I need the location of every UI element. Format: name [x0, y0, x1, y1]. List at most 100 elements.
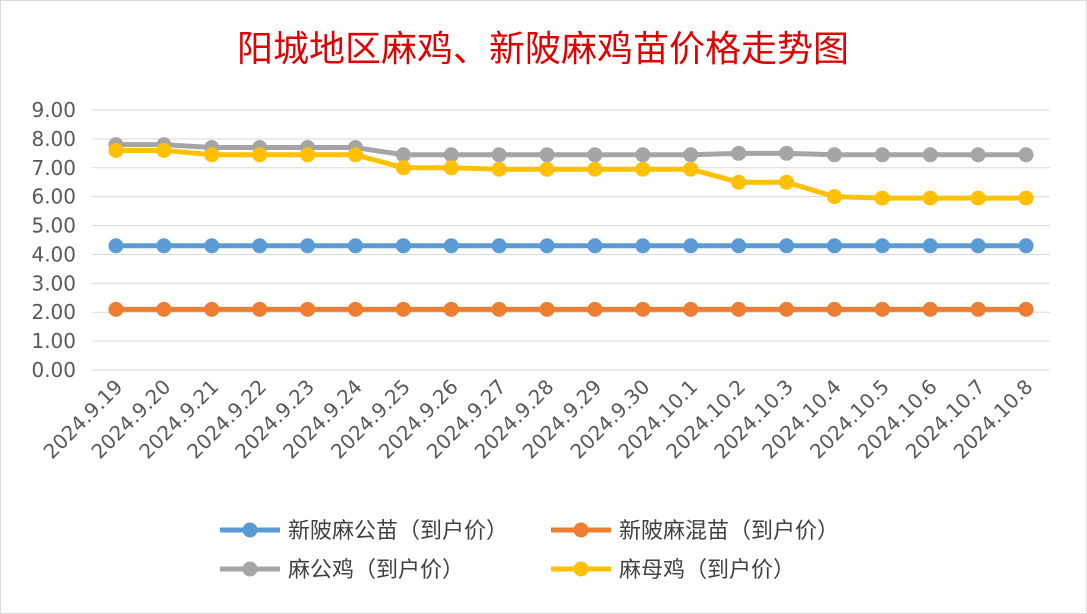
data-point: [779, 238, 795, 254]
data-point: [252, 301, 268, 317]
data-point: [347, 147, 363, 163]
data-point: [922, 301, 938, 317]
data-point: [587, 161, 603, 177]
data-point: [491, 301, 507, 317]
legend-swatch-marker: [573, 561, 589, 577]
chart-title: 阳城地区麻鸡、新陂麻鸡苗价格走势图: [237, 29, 849, 70]
data-point: [443, 160, 459, 176]
data-point: [683, 161, 699, 177]
data-point: [395, 160, 411, 176]
y-tick-label: 6.00: [31, 185, 76, 209]
data-point: [731, 145, 747, 161]
data-point: [587, 147, 603, 163]
legend-item: 麻母鸡（到户价）: [551, 558, 795, 583]
data-point: [1018, 147, 1034, 163]
data-point: [108, 238, 124, 254]
data-point: [874, 238, 890, 254]
data-point: [252, 147, 268, 163]
y-tick-label: 5.00: [31, 214, 76, 238]
series-line: [115, 142, 1027, 158]
data-point: [635, 147, 651, 163]
data-point: [108, 301, 124, 317]
data-point: [300, 147, 316, 163]
series-3: [108, 142, 1034, 206]
data-point: [731, 238, 747, 254]
data-point: [395, 147, 411, 163]
data-point: [443, 238, 459, 254]
legend-swatch-marker: [242, 522, 258, 538]
y-tick-label: 8.00: [31, 127, 76, 151]
legend-item: 麻公鸡（到户价）: [220, 558, 464, 583]
y-tick-label: 3.00: [31, 271, 76, 295]
data-point: [874, 301, 890, 317]
data-point: [779, 174, 795, 190]
data-point: [683, 301, 699, 317]
data-point: [635, 238, 651, 254]
y-tick-label: 1.00: [31, 329, 76, 353]
data-point: [395, 301, 411, 317]
legend-swatch-marker: [573, 522, 589, 538]
data-point: [204, 147, 220, 163]
data-point: [683, 147, 699, 163]
data-point: [108, 142, 124, 158]
legend-label: 麻母鸡（到户价）: [619, 558, 795, 583]
legend-item: 新陂麻混苗（到户价）: [551, 519, 839, 544]
data-point: [874, 147, 890, 163]
data-point: [204, 301, 220, 317]
series-line: [115, 147, 1027, 201]
data-point: [970, 301, 986, 317]
data-point: [539, 161, 555, 177]
legend-label: 麻公鸡（到户价）: [288, 558, 464, 583]
data-point: [635, 301, 651, 317]
data-point: [874, 190, 890, 206]
legend: 新陂麻公苗（到户价） 新陂麻混苗（到户价） 麻公鸡（到户价） 麻母鸡（到户价）: [220, 519, 839, 583]
data-point: [252, 238, 268, 254]
data-point: [587, 238, 603, 254]
data-point: [347, 238, 363, 254]
data-point: [970, 190, 986, 206]
data-point: [683, 238, 699, 254]
data-point: [491, 147, 507, 163]
data-point: [635, 161, 651, 177]
data-point: [922, 238, 938, 254]
y-tick-label: 0.00: [31, 358, 76, 382]
data-point: [1018, 190, 1034, 206]
data-point: [156, 301, 172, 317]
y-tick-label: 7.00: [31, 156, 76, 180]
data-point: [1018, 301, 1034, 317]
data-point: [300, 301, 316, 317]
series-lines: [108, 137, 1034, 317]
y-tick-label: 9.00: [31, 98, 76, 122]
y-tick-label: 4.00: [31, 242, 76, 266]
data-point: [156, 142, 172, 158]
data-point: [587, 301, 603, 317]
data-point: [779, 301, 795, 317]
data-point: [826, 301, 842, 317]
data-point: [779, 145, 795, 161]
data-point: [156, 238, 172, 254]
data-point: [970, 238, 986, 254]
data-point: [204, 238, 220, 254]
data-point: [731, 301, 747, 317]
data-point: [491, 161, 507, 177]
data-point: [922, 190, 938, 206]
data-point: [826, 147, 842, 163]
y-axis: 0.00 1.00 2.00 3.00 4.00 5.00 6.00 7.00 8.00 9.00: [31, 98, 76, 382]
data-point: [731, 174, 747, 190]
series-0: [108, 238, 1034, 254]
y-tick-label: 2.00: [31, 300, 76, 324]
data-point: [395, 238, 411, 254]
data-point: [539, 147, 555, 163]
legend-swatch-marker: [242, 561, 258, 577]
data-point: [443, 301, 459, 317]
data-point: [922, 147, 938, 163]
data-point: [539, 301, 555, 317]
data-point: [491, 238, 507, 254]
data-point: [539, 238, 555, 254]
legend-label: 新陂麻公苗（到户价）: [288, 519, 508, 544]
legend-item: 新陂麻公苗（到户价）: [220, 519, 508, 544]
legend-label: 新陂麻混苗（到户价）: [619, 519, 839, 544]
series-1: [108, 301, 1034, 317]
